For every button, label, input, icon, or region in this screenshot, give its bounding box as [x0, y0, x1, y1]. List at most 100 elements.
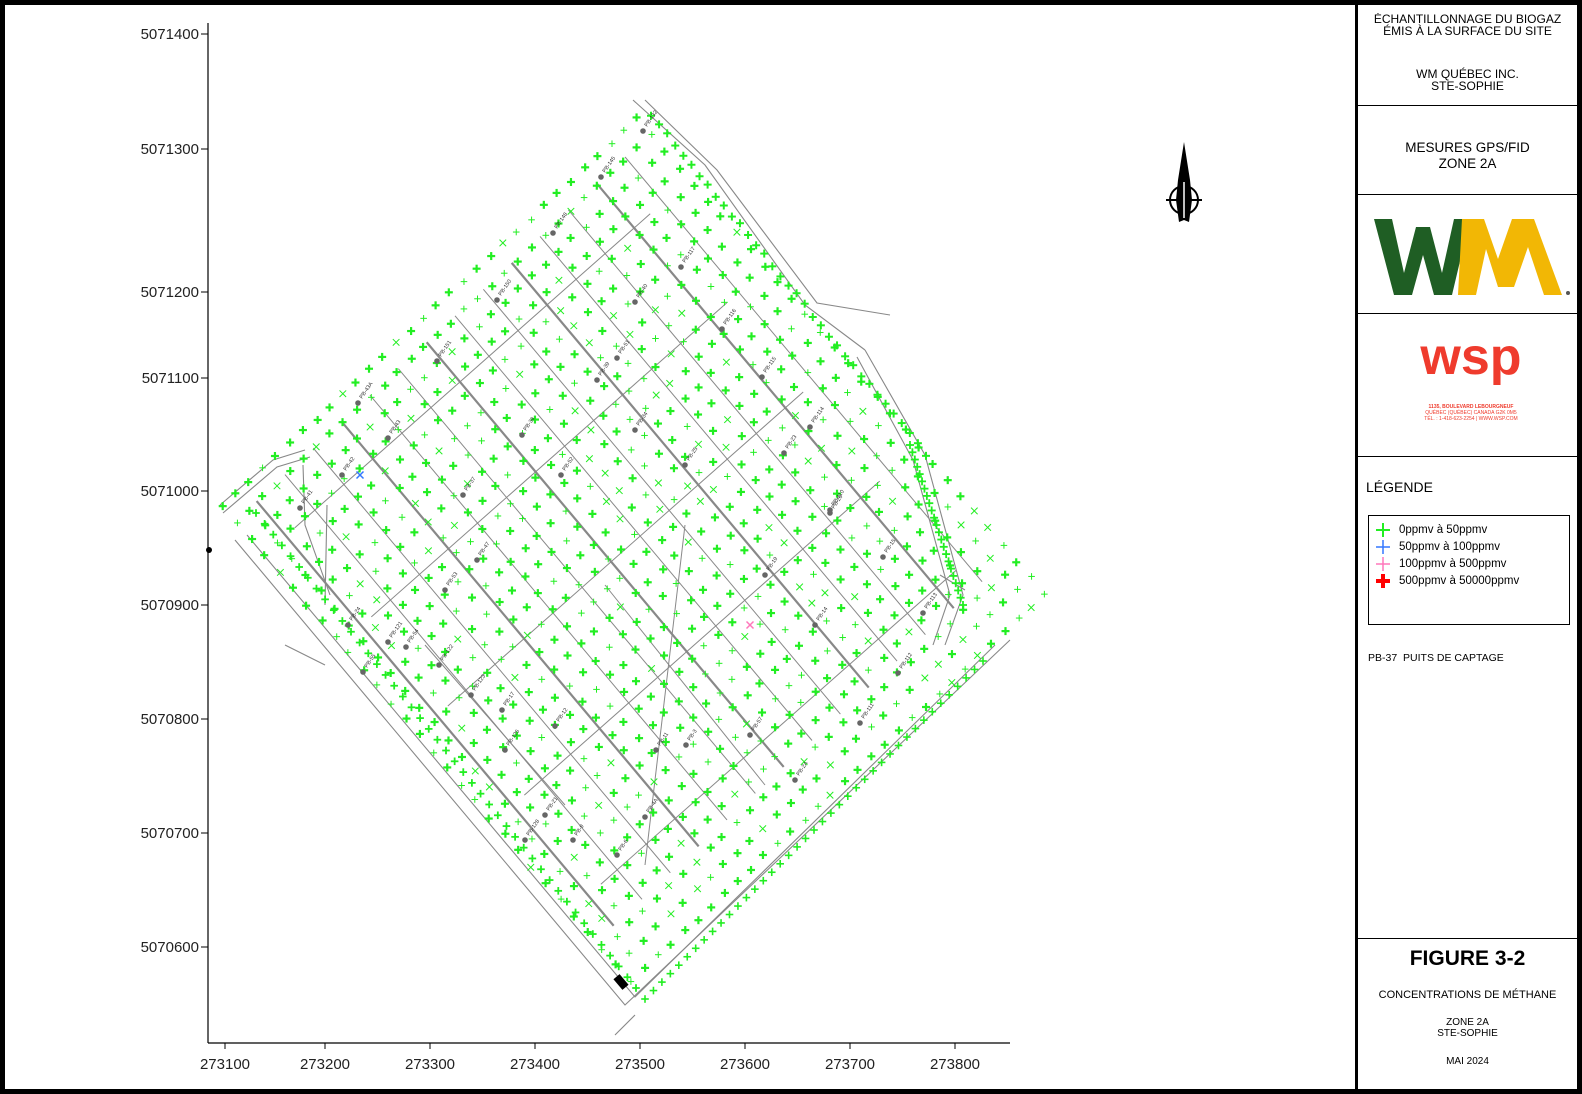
green-measurement-cross — [643, 518, 652, 527]
green-measurement-cross — [706, 313, 715, 322]
green-measurement-cross — [328, 517, 337, 526]
x-tick-label: 273800 — [930, 1056, 980, 1073]
well-marker — [812, 622, 818, 628]
green-measurement-cross — [726, 531, 735, 540]
green-measurement-cross — [457, 752, 466, 761]
green-measurement-cross — [676, 164, 685, 173]
legend-item-red: 500ppmv à 50000ppmv — [1375, 573, 1519, 589]
green-measurement-cross — [351, 378, 360, 387]
green-measurement-cross — [530, 360, 539, 369]
green-measurement-cross — [833, 431, 842, 440]
green-measurement-cross — [528, 835, 536, 843]
green-measurement-cross — [504, 471, 511, 479]
green-measurement-cross — [579, 668, 588, 677]
green-measurement-cross — [703, 815, 712, 824]
green-measurement-cross — [468, 593, 477, 602]
green-measurement-cross — [862, 492, 871, 501]
green-measurement-cross — [302, 542, 311, 551]
green-measurement-cross — [393, 398, 402, 407]
green-measurement-cross — [563, 651, 572, 660]
well-label: PB-20 — [831, 494, 845, 510]
green-measurement-cross — [433, 416, 442, 425]
green-measurement-cross — [625, 387, 633, 395]
figure-block: FIGURE 3-2 CONCENTRATIONS DE MÉTHANE ZON… — [1358, 939, 1577, 1089]
green-measurement-cross — [402, 714, 411, 723]
green-measurement-cross — [592, 181, 601, 190]
x-tick-label: 273200 — [300, 1056, 350, 1073]
green-measurement-cross — [395, 483, 404, 492]
green-measurement-cross — [694, 916, 703, 925]
green-measurement-cross — [619, 717, 628, 726]
green-measurement-cross — [570, 322, 578, 330]
green-measurement-cross — [760, 249, 769, 258]
green-measurement-cross — [776, 335, 785, 344]
green-measurement-cross — [371, 539, 379, 546]
green-measurement-cross — [776, 860, 784, 868]
green-measurement-cross — [626, 330, 634, 339]
green-measurement-cross — [733, 877, 742, 886]
green-measurement-cross — [798, 785, 807, 794]
green-measurement-cross — [472, 264, 481, 273]
green-measurement-cross — [556, 307, 565, 315]
green-measurement-cross — [945, 591, 952, 598]
x-tick-label: 273400 — [510, 1056, 560, 1073]
green-measurement-cross — [566, 766, 575, 775]
green-measurement-cross — [343, 564, 352, 573]
green-measurement-cross — [777, 480, 786, 489]
green-measurement-cross — [939, 542, 948, 551]
red-cross-icon — [1376, 574, 1390, 588]
green-measurement-cross — [756, 649, 765, 658]
green-measurement-cross — [507, 500, 514, 508]
green-measurement-cross — [808, 312, 817, 321]
green-measurement-cross — [687, 160, 696, 169]
green-measurement-cross — [664, 262, 671, 270]
well-marker — [880, 554, 886, 560]
green-measurement-cross — [537, 865, 545, 874]
green-measurement-cross — [808, 599, 816, 607]
green-measurement-cross — [218, 502, 227, 511]
green-measurement-cross — [946, 564, 955, 573]
green-measurement-cross — [635, 734, 644, 743]
well-label: PB-53 — [446, 571, 460, 587]
green-measurement-cross — [921, 674, 929, 682]
green-measurement-cross — [785, 682, 793, 689]
green-measurement-cross — [313, 415, 322, 424]
green-measurement-cross — [593, 772, 601, 779]
green-measurement-cross — [663, 824, 672, 833]
svg-text:wsp: wsp — [1419, 328, 1521, 386]
green-measurement-cross — [677, 251, 685, 259]
green-measurement-cross — [599, 411, 608, 420]
green-measurement-cross — [595, 858, 604, 867]
well-marker — [895, 670, 901, 676]
green-measurement-cross — [441, 676, 450, 685]
green-measurement-cross — [623, 973, 632, 982]
green-measurement-cross — [666, 407, 675, 416]
collection-pipe — [482, 289, 841, 715]
green-measurement-cross — [483, 668, 492, 677]
green-measurement-cross — [823, 674, 832, 683]
green-measurement-cross — [891, 527, 898, 534]
green-measurement-cross — [484, 814, 493, 823]
y-tick-label: 5070600 — [141, 939, 199, 956]
green-measurement-cross — [563, 897, 571, 906]
green-measurement-cross — [558, 391, 567, 400]
green-measurement-cross — [409, 441, 418, 450]
green-measurement-cross — [366, 423, 374, 431]
well-marker — [552, 723, 558, 729]
green-measurement-cross — [741, 632, 749, 641]
green-measurement-cross — [688, 654, 697, 663]
green-measurement-cross — [707, 874, 714, 881]
well-label: PB-128 — [526, 819, 541, 837]
green-measurement-cross — [832, 461, 841, 470]
green-measurement-cross — [961, 665, 969, 673]
green-measurement-cross — [495, 627, 504, 636]
green-measurement-cross — [653, 419, 662, 428]
green-measurement-cross — [771, 665, 780, 674]
well-marker — [762, 572, 768, 578]
green-measurement-cross — [519, 843, 528, 852]
green-measurement-cross — [528, 216, 535, 224]
green-measurement-cross — [876, 595, 885, 604]
green-measurement-cross — [860, 435, 869, 444]
green-measurement-cross — [534, 560, 543, 569]
green-measurement-cross — [610, 874, 619, 883]
